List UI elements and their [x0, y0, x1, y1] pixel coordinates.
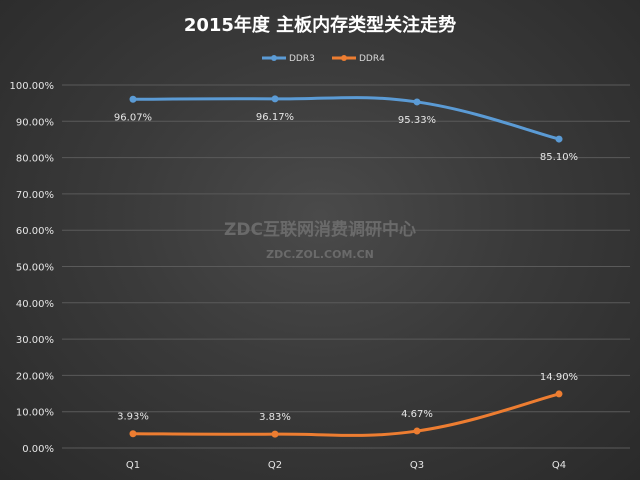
data-label: 85.10%	[540, 152, 578, 163]
y-axis: 0.00% 10.00% 20.00% 30.00% 40.00% 50.00% 60.00…	[10, 81, 55, 455]
legend-item-ddr3: DDR3	[262, 54, 315, 64]
series-line	[131, 96, 561, 141]
data-point	[413, 427, 421, 435]
legend-marker	[271, 55, 277, 61]
legend-item-ddr4: DDR4	[332, 54, 385, 64]
y-tick-label: 60.00%	[16, 226, 54, 237]
y-tick-label: 10.00%	[16, 408, 54, 419]
data-point	[555, 390, 563, 398]
data-label: 3.83%	[259, 412, 291, 423]
legend: DDR3 DDR4	[262, 54, 385, 64]
y-tick-label: 80.00%	[16, 154, 54, 165]
x-tick-label: Q1	[126, 460, 140, 471]
data-point	[129, 430, 137, 438]
chart-title: 2015年度 主板内存类型关注走势	[184, 14, 456, 36]
series-line	[131, 392, 561, 437]
data-label: 14.90%	[540, 372, 578, 383]
series-ddr3: 96.07% 96.17% 95.33% 85.10%	[114, 95, 578, 163]
y-tick-label: 0.00%	[22, 444, 54, 455]
y-tick-label: 50.00%	[16, 263, 54, 274]
data-label: 95.33%	[398, 115, 436, 126]
gridlines	[62, 84, 630, 449]
x-axis: Q1 Q2 Q3 Q4	[126, 460, 566, 471]
x-tick-label: Q2	[268, 460, 282, 471]
y-tick-label: 30.00%	[16, 335, 54, 346]
watermark: ZDC互联网消费调研中心 ZDC.ZOL.COM.CN	[224, 219, 416, 261]
y-tick-label: 40.00%	[16, 299, 54, 310]
watermark-line2: ZDC.ZOL.COM.CN	[266, 248, 374, 261]
data-point	[413, 98, 421, 106]
series-group: 96.07% 96.17% 95.33% 85.10% 3.93% 3.83% 4.67% 1…	[114, 95, 578, 438]
legend-label: DDR4	[359, 54, 385, 64]
data-label: 96.07%	[114, 112, 152, 123]
data-label: 4.67%	[401, 409, 433, 420]
legend-marker	[341, 55, 347, 61]
watermark-line1: ZDC互联网消费调研中心	[224, 219, 416, 240]
y-tick-label: 70.00%	[16, 190, 54, 201]
x-tick-label: Q3	[410, 460, 424, 471]
data-point	[271, 430, 279, 438]
legend-label: DDR3	[289, 54, 315, 64]
data-point	[555, 135, 563, 143]
y-tick-label: 20.00%	[16, 371, 54, 382]
data-point	[129, 95, 137, 103]
data-point	[271, 95, 279, 103]
data-label: 3.93%	[117, 412, 149, 423]
y-tick-label: 90.00%	[16, 117, 54, 128]
series-ddr4: 3.93% 3.83% 4.67% 14.90%	[117, 372, 578, 438]
x-tick-label: Q4	[552, 460, 566, 471]
y-tick-label: 100.00%	[10, 81, 55, 92]
data-label: 96.17%	[256, 112, 294, 123]
